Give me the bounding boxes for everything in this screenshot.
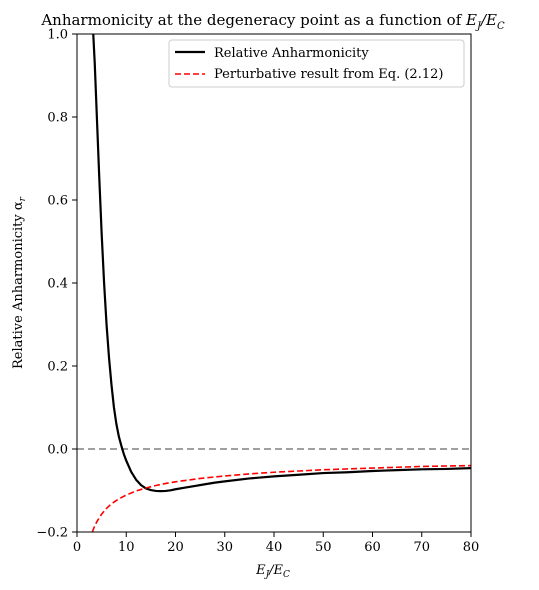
- series-line-relative-anharmonicity: [92, 34, 471, 493]
- y-tick-label: 0.6: [47, 194, 68, 209]
- x-axis-ticks: 0 10 20 30 40 50 60 70 80: [73, 532, 479, 555]
- y-tick-label: 0.2: [47, 360, 68, 375]
- x-tick-label: 10: [118, 540, 135, 555]
- x-tick-label: 30: [216, 540, 233, 555]
- chart-title-main: Anharmonicity at the degeneracy point as…: [40, 11, 466, 29]
- y-axis-label-sub: r: [18, 196, 28, 201]
- x-axis-label-rest: /E: [267, 563, 283, 578]
- chart-title-math-rest: /E: [479, 11, 497, 29]
- plot-area: [76, 33, 472, 533]
- y-tick-label: 1.0: [47, 28, 68, 43]
- legend-label-relative-anharmonicity: Relative Anharmonicity: [214, 46, 369, 61]
- x-tick-label: 70: [413, 540, 430, 555]
- legend-label-perturbative: Perturbative result from Eq. (2.12): [214, 67, 443, 82]
- legend-box: [168, 39, 465, 88]
- x-tick-label: 40: [266, 540, 283, 555]
- chart-title-math-sub: J: [475, 21, 482, 32]
- chart-title-math-sub2: C: [497, 21, 505, 32]
- chart-title-math: E: [465, 11, 477, 29]
- y-axis-label-main: Relative Anharmonicity α: [11, 201, 26, 369]
- x-tick-label: 20: [167, 540, 184, 555]
- series-layer: [91, 34, 471, 532]
- x-axis-label: EJ/EC: [255, 563, 290, 580]
- y-tick-label: 0.8: [47, 111, 68, 126]
- x-tick-label: 80: [463, 540, 480, 555]
- x-tick-label: 60: [364, 540, 381, 555]
- x-tick-label: 0: [73, 540, 81, 555]
- y-axis-ticks: −0.2 0.0 0.2 0.4 0.6 0.8 1.0: [36, 28, 77, 541]
- y-tick-label: 0.4: [47, 277, 68, 292]
- plot-frame: [76, 33, 472, 533]
- y-axis-label: Relative Anharmonicity αr: [11, 196, 28, 369]
- x-axis-label-sub: J: [264, 570, 271, 580]
- x-tick-label: 50: [315, 540, 332, 555]
- legend: Relative Anharmonicity Perturbative resu…: [168, 39, 465, 88]
- series-line-perturbative: [91, 464, 471, 532]
- x-axis-label-main: E: [255, 563, 266, 578]
- chart-title: Anharmonicity at the degeneracy point as…: [40, 11, 505, 32]
- x-axis-label-sub2: C: [283, 570, 290, 580]
- y-tick-label: 0.0: [47, 443, 68, 458]
- y-tick-label: −0.2: [36, 526, 68, 541]
